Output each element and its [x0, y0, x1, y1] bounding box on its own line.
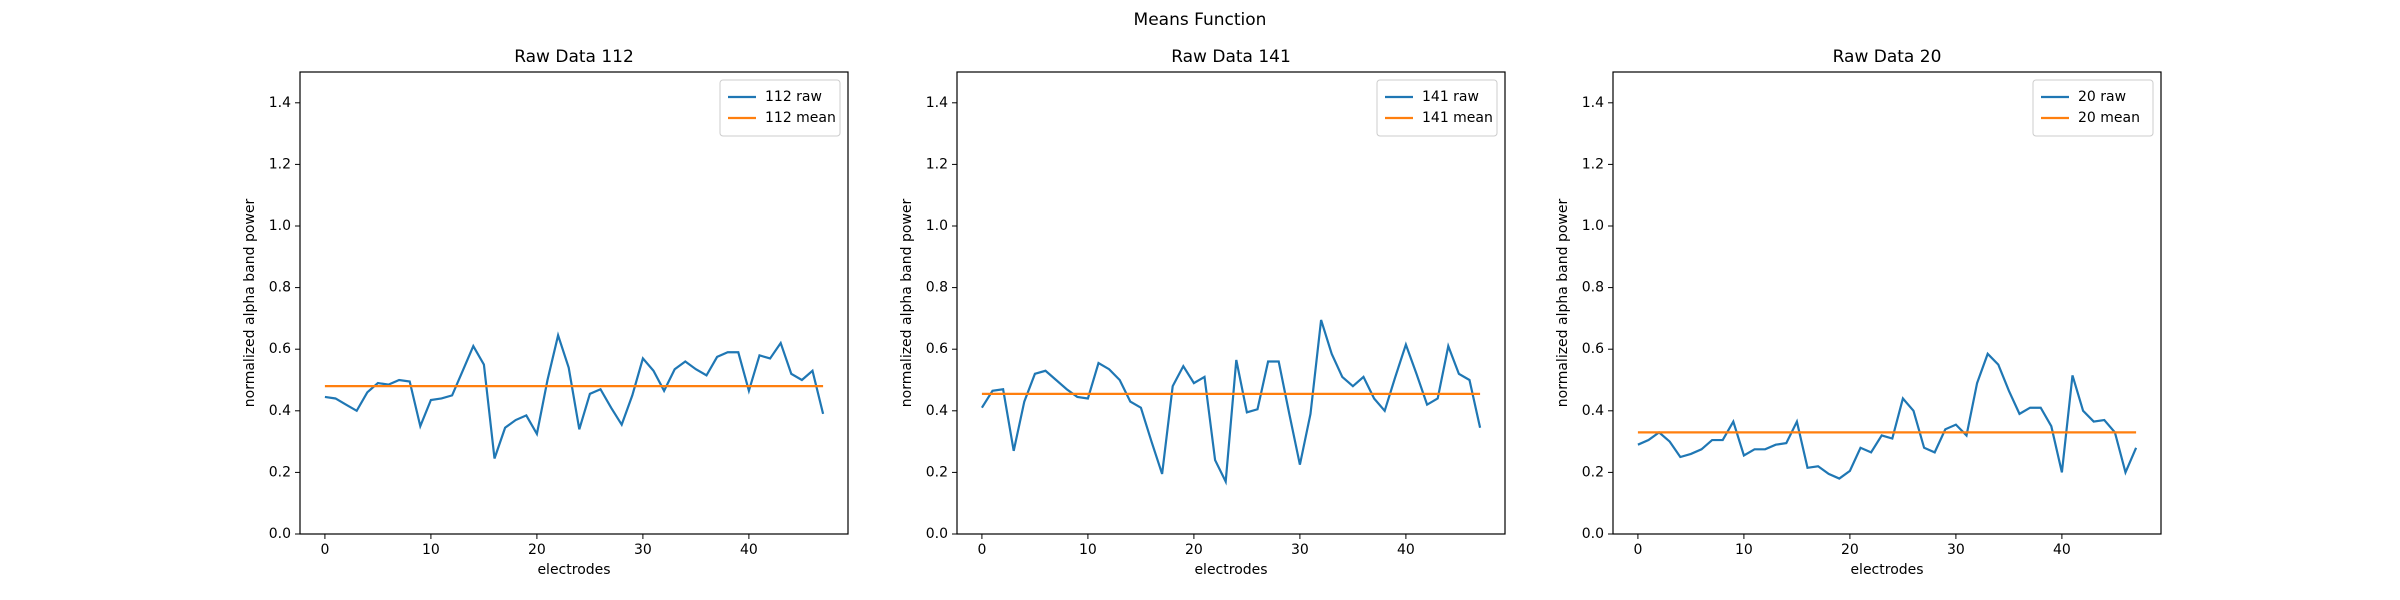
y-tick-label: 1.0	[269, 218, 291, 234]
x-tick-label: 20	[1185, 542, 1203, 558]
y-tick-label: 0.4	[1582, 403, 1604, 419]
x-tick-label: 40	[740, 542, 758, 558]
y-tick-label: 0.0	[1582, 526, 1604, 542]
x-tick-label: 30	[1947, 542, 1965, 558]
y-axis-label: normalized alpha band power	[242, 199, 258, 408]
y-tick-label: 1.0	[1582, 218, 1604, 234]
y-tick-label: 0.6	[1582, 341, 1604, 357]
data-line	[324, 331, 825, 459]
y-axis-label: normalized alpha band power	[1555, 199, 1571, 408]
y-tick-label: 0.0	[926, 526, 948, 542]
x-tick-label: 0	[1633, 542, 1642, 558]
y-tick-label: 0.4	[269, 403, 291, 419]
y-tick-label: 1.2	[926, 156, 948, 172]
legend-box	[719, 79, 841, 137]
x-axis-label: electrodes	[1850, 562, 1923, 578]
x-tick-label: 30	[634, 542, 652, 558]
y-tick-label: 0.8	[1582, 280, 1604, 296]
y-tick-label: 0.2	[1582, 464, 1604, 480]
plot-frame	[299, 71, 849, 535]
x-tick-label: 40	[2053, 542, 2071, 558]
legend-label: 112 raw	[765, 89, 822, 105]
chart-title: Raw Data 141	[1171, 47, 1291, 67]
x-axis-label: electrodes	[537, 562, 610, 578]
y-tick-label: 0.6	[269, 341, 291, 357]
x-tick-label: 10	[1735, 542, 1753, 558]
y-tick-label: 1.4	[926, 95, 948, 111]
x-tick-label: 40	[1397, 542, 1415, 558]
y-tick-label: 1.2	[1582, 156, 1604, 172]
plot-frame	[956, 71, 1506, 535]
legend-label: 112 mean	[765, 110, 836, 126]
figure-title: Means Function	[1134, 10, 1267, 30]
legend-label: 141 mean	[1422, 110, 1493, 126]
y-tick-label: 0.6	[926, 341, 948, 357]
legend-label: 141 raw	[1422, 89, 1479, 105]
x-tick-label: 30	[1291, 542, 1309, 558]
y-tick-label: 0.0	[269, 526, 291, 542]
data-line	[980, 319, 1482, 486]
chart-title: Raw Data 112	[514, 47, 634, 67]
legend-label: 20 mean	[2078, 110, 2140, 126]
x-tick-label: 20	[1841, 542, 1859, 558]
legend-box	[1376, 79, 1498, 137]
y-axis-label: normalized alpha band power	[899, 199, 915, 408]
y-tick-label: 1.2	[269, 156, 291, 172]
y-tick-label: 0.8	[269, 280, 291, 296]
legend-box	[2032, 79, 2154, 137]
x-tick-label: 10	[422, 542, 440, 558]
y-tick-label: 1.4	[1582, 95, 1604, 111]
chart-title: Raw Data 20	[1833, 47, 1942, 67]
y-tick-label: 1.4	[269, 95, 291, 111]
legend-label: 20 raw	[2078, 89, 2126, 105]
y-tick-label: 0.2	[926, 464, 948, 480]
x-tick-label: 0	[977, 542, 986, 558]
x-tick-label: 0	[320, 542, 329, 558]
data-line	[1637, 351, 2138, 480]
y-tick-label: 0.4	[926, 403, 948, 419]
x-tick-label: 20	[528, 542, 546, 558]
x-tick-label: 10	[1079, 542, 1097, 558]
y-tick-label: 0.2	[269, 464, 291, 480]
y-tick-label: 0.8	[926, 280, 948, 296]
x-axis-label: electrodes	[1194, 562, 1267, 578]
plot-frame	[1612, 71, 2162, 535]
y-tick-label: 1.0	[926, 218, 948, 234]
